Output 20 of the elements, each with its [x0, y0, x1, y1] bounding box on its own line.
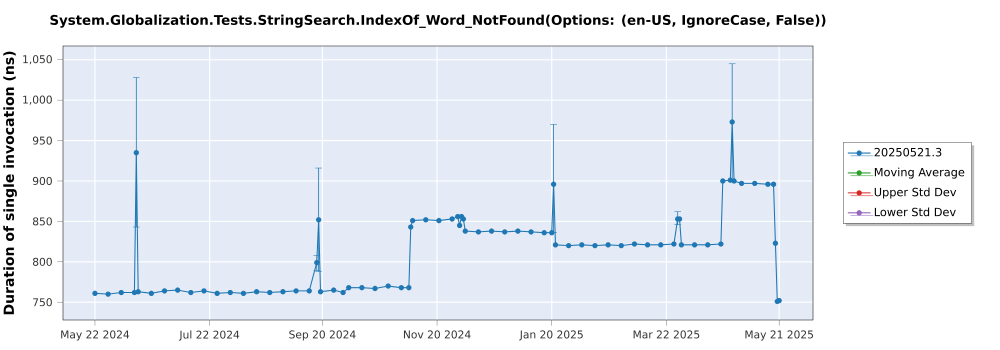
x-tick-label: Nov 20 2024 [404, 330, 471, 338]
y-tick-label: 900 [32, 176, 52, 186]
chart-title: System.Globalization.Tests.StringSearch.IndexOf_Word_NotFound(Options: (en-US, IgnoreCase, False)) [50, 14, 826, 28]
x-tick-label: Mar 22 2025 [634, 330, 700, 338]
x-tick-label: May 21 2025 [745, 330, 814, 341]
y-tick-label: 750 [33, 298, 52, 306]
y-tick-label: 850 [32, 217, 52, 226]
y-axis-title: Duration of single invocation (ns) [3, 52, 17, 314]
legend-label: Moving Average [874, 168, 964, 179]
y-tick-label: 1,050 [23, 55, 52, 64]
y-tick-label: 950 [32, 136, 52, 145]
legend-label: Lower Std Dev [874, 208, 956, 216]
x-tick-label: May 22 2024 [61, 330, 130, 341]
legend-label: 20250521.3 [874, 148, 942, 156]
y-tick-label: 1,000 [23, 96, 52, 105]
legend-label: Upper Std Dev [874, 188, 956, 199]
y-tick-label: 800 [32, 258, 52, 266]
x-tick-label: Jan 20 2025 [519, 330, 583, 340]
x-tick-label: Jul 22 2024 [178, 330, 240, 341]
x-tick-label: Sep 20 2024 [289, 330, 356, 341]
